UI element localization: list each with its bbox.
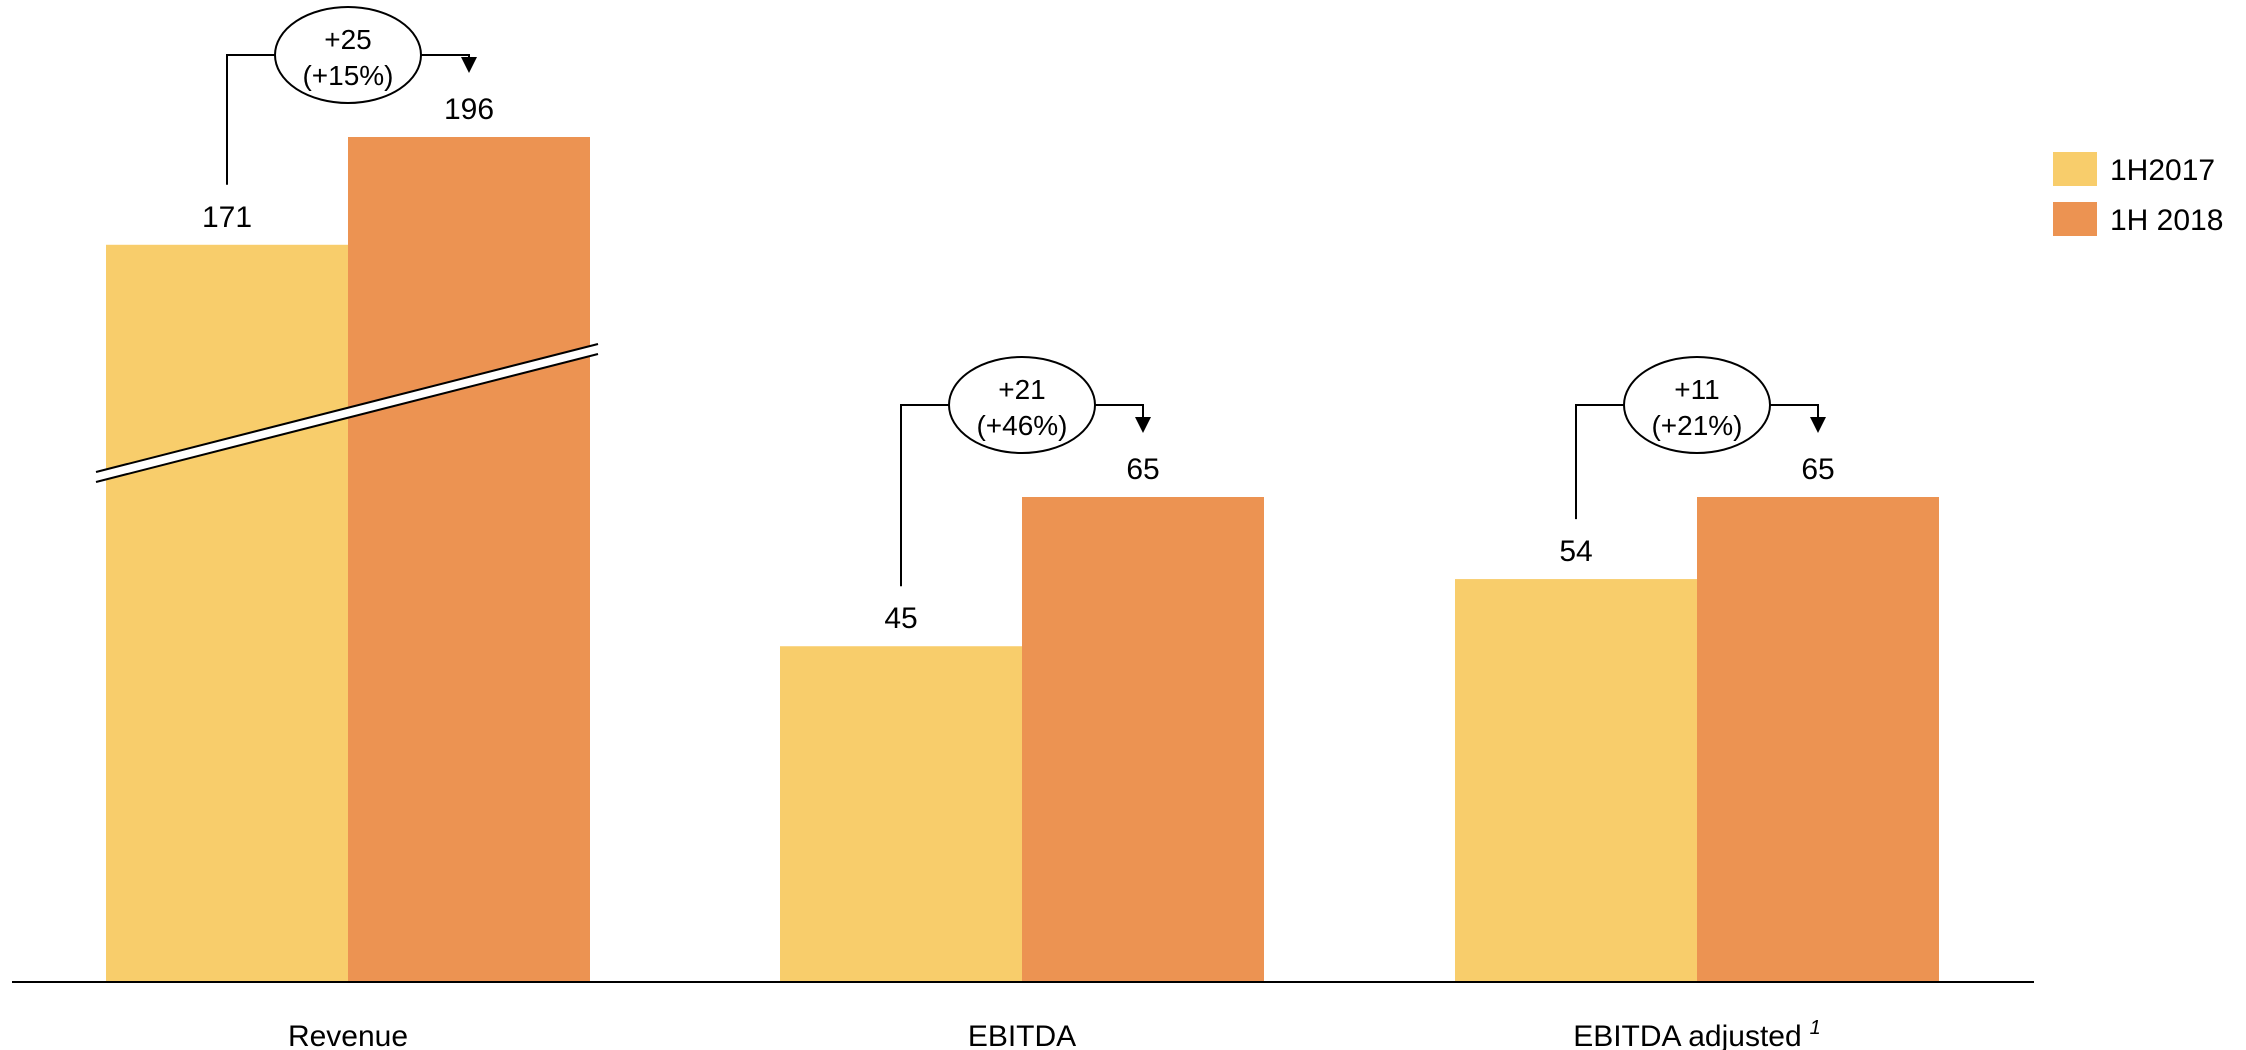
legend: 1H2017 1H 2018: [2053, 152, 2223, 237]
axis-break-line: [95, 353, 599, 483]
bar-1H2017-ebitda-adjusted: [1455, 579, 1697, 982]
data-label: 171: [202, 201, 252, 234]
category-label: EBITDA adjusted 1: [1573, 1017, 1821, 1050]
category-labels-layer: Revenue EBITDA EBITDA adjusted 1: [288, 1017, 1821, 1050]
data-label: 65: [1801, 453, 1834, 486]
legend-swatch: [2053, 202, 2097, 236]
legend-label: 1H 2018: [2110, 204, 2223, 237]
change-annotations-layer: +25 (+15%) +21 (+46%) +11 (+21%): [226, 6, 1826, 587]
change-pct-label: (+15%): [302, 60, 393, 91]
bar-1H2018-revenue: [348, 137, 590, 982]
change-bubble: [1623, 356, 1771, 454]
change-bubble: [948, 356, 1096, 454]
change-pct-label: (+21%): [1651, 410, 1742, 441]
bars-layer: [106, 137, 1939, 982]
bar-1H2017-revenue: [106, 244, 348, 982]
arrow-down-icon: [1135, 417, 1151, 433]
data-label: 65: [1126, 453, 1159, 486]
data-label: 45: [884, 602, 917, 635]
category-label: EBITDA: [968, 1020, 1076, 1050]
bar-1H2018-ebitda-adjusted: [1697, 497, 1939, 982]
category-name: EBITDA adjusted: [1573, 1020, 1801, 1050]
value-labels-layer: 171 196 45 65 54 65: [202, 93, 1835, 635]
legend-swatch: [2053, 152, 2097, 186]
change-abs-label: +25: [324, 24, 372, 55]
legend-label: 1H2017: [2110, 154, 2215, 187]
bar-1H2017-ebitda: [780, 646, 1022, 982]
arrow-down-icon: [1810, 417, 1826, 433]
change-abs-label: +21: [998, 374, 1046, 405]
change-pct-label: (+46%): [976, 410, 1067, 441]
axis-break-line: [95, 343, 599, 473]
axis-break-layer: [95, 343, 599, 483]
change-abs-label: +11: [1674, 374, 1719, 405]
category-name: Revenue: [288, 1020, 408, 1050]
axis-break-band: [96, 344, 598, 482]
bar-1H2018-ebitda: [1022, 497, 1264, 982]
data-label: 54: [1559, 535, 1592, 568]
category-label: Revenue: [288, 1020, 408, 1050]
data-label: 196: [444, 93, 494, 126]
category-name: EBITDA: [968, 1020, 1076, 1050]
change-bubble: [274, 6, 422, 104]
footnote-marker: 1: [1810, 1017, 1821, 1039]
arrow-down-icon: [461, 57, 477, 73]
